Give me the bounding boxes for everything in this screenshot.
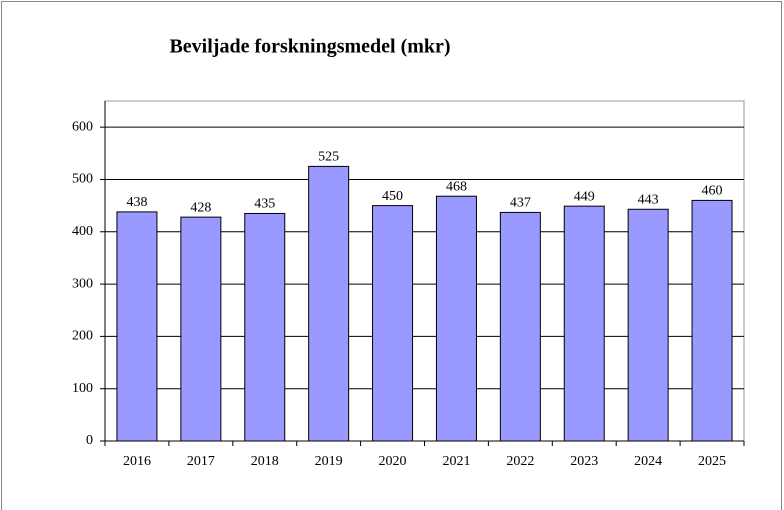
x-tick-label: 2021 — [442, 454, 470, 469]
x-tick-label: 2023 — [570, 454, 598, 469]
x-tick-label: 2022 — [506, 454, 534, 469]
y-tick-label: 100 — [72, 381, 93, 396]
bar — [308, 165, 350, 442]
bar — [372, 205, 414, 442]
bar — [435, 195, 477, 442]
bar — [180, 216, 222, 442]
bar — [116, 211, 158, 442]
value-label: 450 — [382, 189, 403, 204]
bar — [627, 208, 669, 442]
y-tick-label: 600 — [72, 119, 93, 134]
x-tick-label: 2018 — [251, 454, 279, 469]
bar — [244, 212, 286, 442]
value-label: 435 — [254, 197, 275, 212]
value-label: 443 — [638, 192, 659, 207]
chart-title: Beviljade forskningsmedel (mkr) — [169, 36, 450, 58]
x-tick-label: 2016 — [123, 454, 151, 469]
y-tick-label: 300 — [72, 276, 93, 291]
value-label: 438 — [126, 195, 147, 210]
value-label: 449 — [574, 189, 595, 204]
y-tick-label: 0 — [86, 433, 93, 448]
value-label: 460 — [702, 184, 723, 199]
bar — [563, 205, 605, 442]
x-tick-label: 2019 — [315, 454, 343, 469]
y-tick-label: 200 — [72, 329, 93, 344]
x-tick-label: 2025 — [698, 454, 726, 469]
bar — [691, 199, 733, 442]
value-label: 525 — [318, 150, 339, 165]
x-tick-label: 2020 — [379, 454, 407, 469]
value-label: 428 — [190, 200, 211, 215]
y-tick-label: 500 — [72, 172, 93, 187]
value-label: 437 — [510, 196, 531, 211]
bar — [499, 211, 541, 442]
x-tick-label: 2017 — [187, 454, 215, 469]
value-label: 468 — [446, 179, 467, 194]
y-tick-label: 400 — [72, 224, 93, 239]
x-tick-label: 2024 — [634, 454, 662, 469]
